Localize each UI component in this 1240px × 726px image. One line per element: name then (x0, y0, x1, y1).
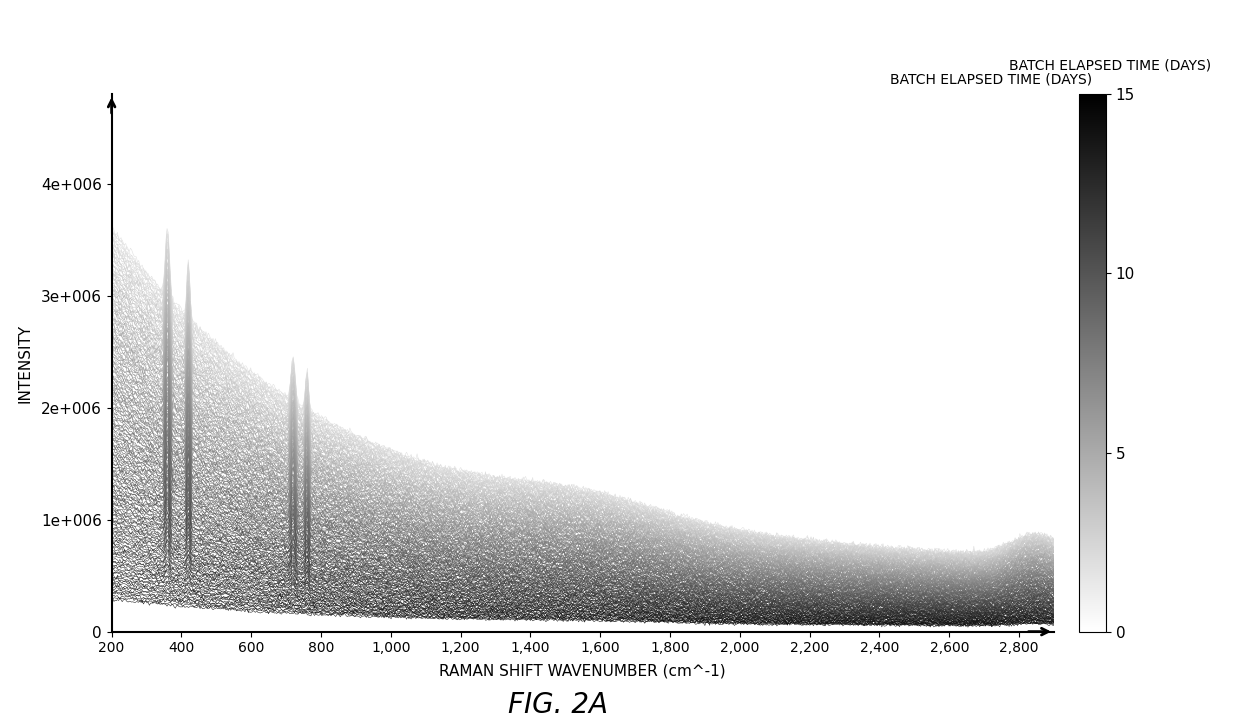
Text: BATCH ELAPSED TIME (DAYS): BATCH ELAPSED TIME (DAYS) (1008, 59, 1211, 73)
Text: BATCH ELAPSED TIME (DAYS): BATCH ELAPSED TIME (DAYS) (890, 73, 1092, 86)
Text: FIG. 2A: FIG. 2A (508, 690, 608, 719)
X-axis label: RAMAN SHIFT WAVENUMBER (cm^-1): RAMAN SHIFT WAVENUMBER (cm^-1) (439, 664, 727, 679)
Y-axis label: INTENSITY: INTENSITY (17, 324, 32, 402)
